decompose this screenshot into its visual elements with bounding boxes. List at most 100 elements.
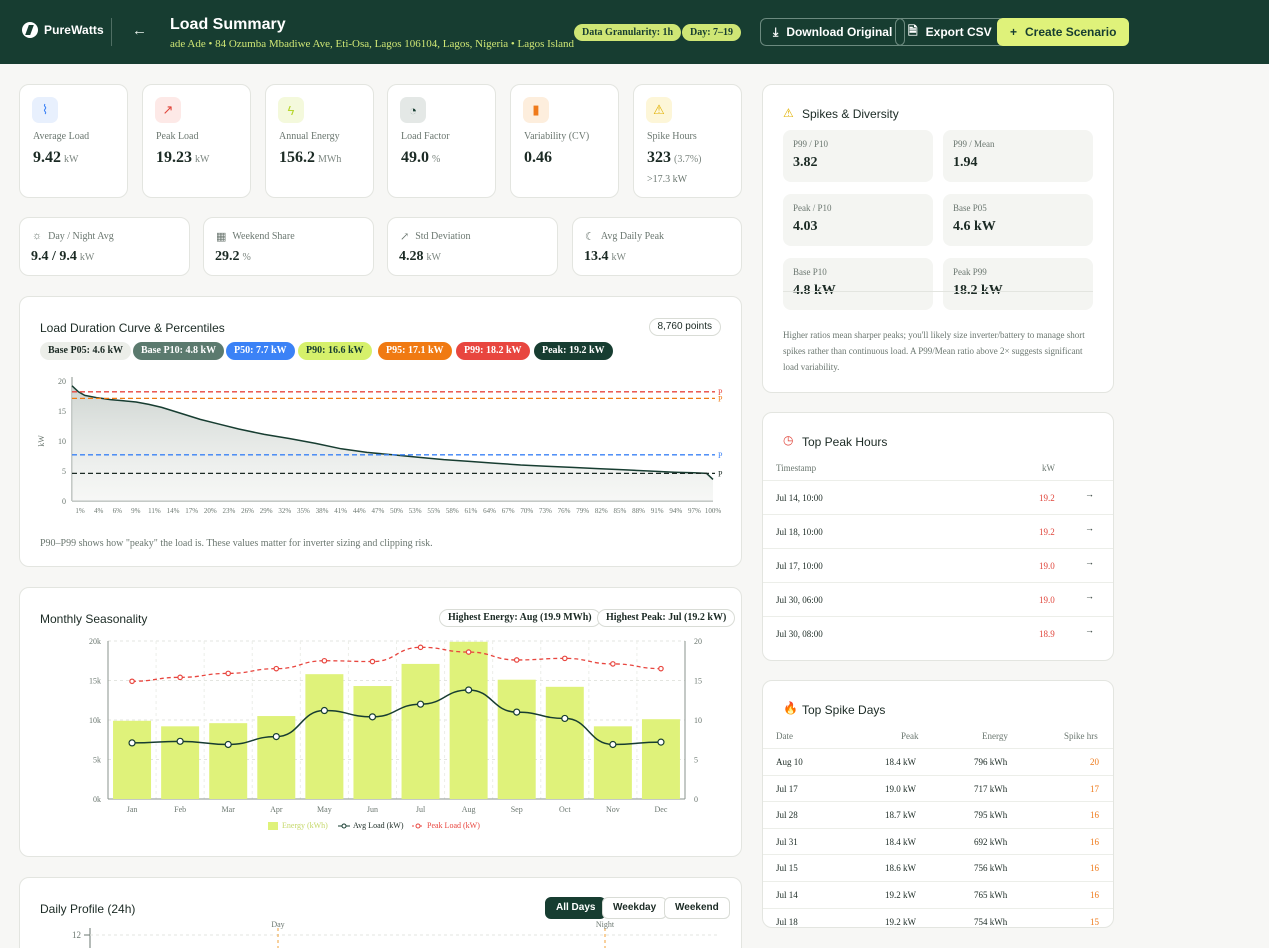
peak-load-point[interactable]	[561, 655, 568, 662]
tab-weekend[interactable]: Weekend	[664, 897, 730, 919]
percentile-chip[interactable]: P50: 7.7 kW	[226, 342, 295, 360]
spike-metric-cell: P99 / P10 3.82	[783, 130, 933, 182]
y-tick-label: 10	[58, 437, 66, 446]
spike-metric-cell: Base P05 4.6 kW	[943, 194, 1093, 246]
energy-bar[interactable]	[161, 726, 200, 799]
kpi-label: Load Factor	[401, 131, 450, 142]
legend-peak-label[interactable]: Peak Load (kW)	[427, 821, 480, 830]
arrow-right-icon[interactable]: →	[1085, 557, 1094, 567]
spike-energy: 754 kWh	[974, 916, 1008, 927]
percentile-chip[interactable]: Peak: 19.2 kW	[534, 342, 613, 360]
peak-load-point[interactable]	[177, 674, 183, 681]
kpi-value: 49.0%	[401, 149, 440, 167]
x-tick-label: 67%	[502, 507, 515, 515]
peak-load-point[interactable]	[417, 644, 424, 651]
energy-bar[interactable]	[641, 719, 680, 799]
energy-bar[interactable]	[593, 726, 632, 799]
legend-avg-dot	[341, 823, 347, 829]
table-row[interactable]: Jul 18, 10:00 19.2 →	[763, 514, 1113, 548]
energy-bar[interactable]	[113, 720, 152, 799]
table-row[interactable]: Jul 31 18.4 kW 692 kWh 16	[763, 827, 1113, 855]
export-csv-button[interactable]: 🗎 Export CSV	[895, 18, 1005, 46]
arrow-right-icon[interactable]: →	[1085, 625, 1094, 635]
avg-load-point[interactable]	[465, 686, 473, 694]
peak-load-point[interactable]	[658, 665, 664, 672]
avg-load-point[interactable]	[609, 740, 617, 749]
spike-metric-cell: Peak P99 18.2 kW	[943, 258, 1093, 310]
energy-bar[interactable]	[497, 679, 536, 799]
arrow-right-icon[interactable]: →	[1085, 523, 1094, 533]
spike-hours: 15	[1090, 916, 1099, 927]
x-tick-label: Mar	[222, 805, 236, 814]
legend-avg-label[interactable]: Avg Load (kW)	[353, 821, 404, 830]
table-row[interactable]: Jul 28 18.7 kW 795 kWh 16	[763, 801, 1113, 828]
peak-load-point[interactable]	[273, 665, 280, 672]
kpi-card: ▮ Variability (CV) 0.46	[510, 84, 619, 198]
avg-load-point[interactable]	[128, 739, 136, 747]
avg-load-point[interactable]	[224, 740, 232, 749]
avg-load-point[interactable]	[657, 738, 665, 746]
warning-icon: ⚠	[646, 97, 672, 123]
peak-load-point[interactable]	[465, 649, 472, 655]
energy-bar[interactable]	[209, 723, 248, 799]
x-tick-label: 53%	[409, 507, 422, 515]
pulse-icon: ⌇	[32, 97, 58, 123]
percentile-line-label: P	[718, 388, 723, 397]
download-original-button[interactable]: ⤓ Download Original	[760, 18, 906, 46]
avg-load-point[interactable]	[513, 708, 521, 716]
small-kpi-unit: kW	[79, 252, 95, 263]
peak-load-point[interactable]	[369, 658, 376, 665]
tab-all-days[interactable]: All Days	[545, 897, 607, 919]
table-row[interactable]: Jul 18 19.2 kW 754 kWh 15	[763, 907, 1113, 927]
plus-icon: +	[1010, 25, 1018, 39]
percentile-chip[interactable]: Base P10: 4.8 kW	[133, 342, 224, 360]
table-row[interactable]: Jul 30, 08:00 18.9 →	[763, 616, 1113, 650]
file-icon: 🗎	[908, 23, 918, 38]
percentile-chip[interactable]: Base P05: 4.6 kW	[40, 342, 131, 360]
percentile-chip[interactable]: P99: 18.2 kW	[456, 342, 530, 360]
x-tick-label: 47%	[371, 507, 384, 515]
create-scenario-button[interactable]: + Create Scenario	[997, 18, 1130, 46]
avg-load-point[interactable]	[176, 737, 184, 745]
energy-bar[interactable]	[449, 641, 488, 799]
spike-date: Aug 10	[776, 757, 803, 767]
arrow-right-icon[interactable]: →	[1085, 489, 1094, 499]
x-tick-label: 11%	[148, 507, 161, 515]
peak-load-point[interactable]	[225, 670, 232, 677]
legend-energy-label[interactable]: Energy (kWh)	[282, 821, 328, 830]
table-row[interactable]: Jul 30, 06:00 19.0 →	[763, 582, 1113, 616]
energy-bar[interactable]	[545, 686, 584, 799]
percentile-chip[interactable]: P90: 16.6 kW	[298, 342, 372, 360]
avg-load-point[interactable]	[272, 732, 280, 741]
peak-load-point[interactable]	[610, 661, 616, 667]
energy-bar[interactable]	[401, 663, 440, 799]
avg-load-point[interactable]	[320, 706, 328, 715]
energy-bar[interactable]	[353, 686, 392, 799]
tab-weekday[interactable]: Weekday	[602, 897, 668, 919]
table-row[interactable]: Jul 17 19.0 kW 717 kWh 17	[763, 774, 1113, 802]
kpi-label: Spike Hours	[647, 131, 697, 142]
avg-load-point[interactable]	[561, 714, 569, 723]
kpi-label: Average Load	[33, 131, 90, 142]
peak-load-point[interactable]	[129, 678, 135, 685]
table-row[interactable]: Jul 14 19.2 kW 765 kWh 16	[763, 881, 1113, 908]
table-row[interactable]: Jul 15 18.6 kW 756 kWh 16	[763, 854, 1113, 881]
energy-bar[interactable]	[305, 674, 344, 799]
ldc-note: P90–P99 shows how "peaky" the load is. T…	[40, 538, 433, 549]
arrow-right-icon[interactable]: →	[1085, 591, 1094, 601]
table-row[interactable]: Jul 14, 10:00 19.2 →	[763, 480, 1113, 514]
logo[interactable]: PureWatts	[22, 22, 104, 38]
export-csv-label: Export CSV	[925, 25, 992, 39]
table-row[interactable]: Aug 10 18.4 kW 796 kWh 20	[763, 748, 1113, 775]
peak-load-point[interactable]	[321, 657, 328, 664]
percentile-chip[interactable]: P95: 17.1 kW	[378, 342, 452, 360]
table-row[interactable]: Jul 17, 10:00 19.0 →	[763, 548, 1113, 582]
avg-load-point[interactable]	[368, 713, 377, 721]
kpi-unit: %	[432, 154, 441, 165]
avg-load-point[interactable]	[416, 700, 425, 708]
small-kpi-unit: %	[242, 252, 251, 263]
energy-bar[interactable]	[257, 716, 296, 799]
x-tick-label: 35%	[297, 507, 310, 515]
back-arrow-icon[interactable]: ←	[132, 22, 147, 39]
peak-load-point[interactable]	[513, 657, 520, 663]
